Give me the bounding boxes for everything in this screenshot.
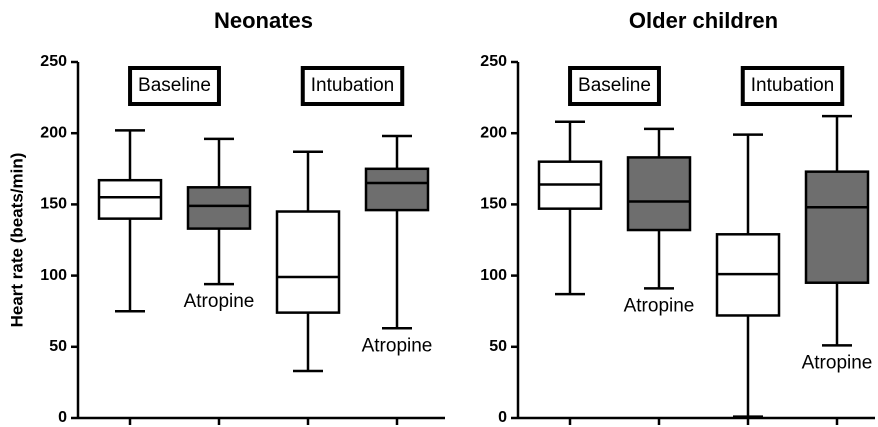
- group-label: Intubation: [311, 75, 394, 96]
- box: [97, 178, 163, 220]
- box: [186, 186, 252, 230]
- y-tick-label: 250: [40, 53, 67, 70]
- y-tick-label: 200: [40, 124, 67, 141]
- group-label-box: [300, 66, 405, 106]
- y-tick-label: 100: [40, 267, 67, 284]
- annotation: Atropine: [802, 352, 873, 373]
- y-tick-label: 0: [58, 409, 67, 426]
- box: [275, 210, 341, 314]
- annotation: Atropine: [624, 295, 695, 316]
- group-label-box: [568, 66, 661, 106]
- y-tick-label: 150: [40, 196, 67, 213]
- y-tick-label: 50: [49, 338, 67, 355]
- y-tick-label: 50: [489, 338, 507, 355]
- y-tick-label: 100: [480, 267, 507, 284]
- box: [364, 167, 430, 212]
- y-tick-label: 0: [498, 409, 507, 426]
- box: [804, 170, 870, 284]
- group-label: Intubation: [751, 75, 834, 96]
- group-label-box: [740, 66, 845, 106]
- y-tick-label: 200: [480, 124, 507, 141]
- annotation: Atropine: [362, 335, 433, 356]
- chart-title: Neonates: [214, 8, 313, 33]
- chart-title: Older children: [629, 8, 778, 33]
- box: [626, 156, 692, 232]
- y-axis-label: Heart rate (beats/min): [7, 153, 26, 328]
- y-tick-label: 250: [480, 53, 507, 70]
- annotation: Atropine: [184, 291, 255, 312]
- y-tick-label: 150: [480, 196, 507, 213]
- group-label: Baseline: [138, 75, 211, 96]
- group-label: Baseline: [578, 75, 651, 96]
- group-label-box: [128, 66, 221, 106]
